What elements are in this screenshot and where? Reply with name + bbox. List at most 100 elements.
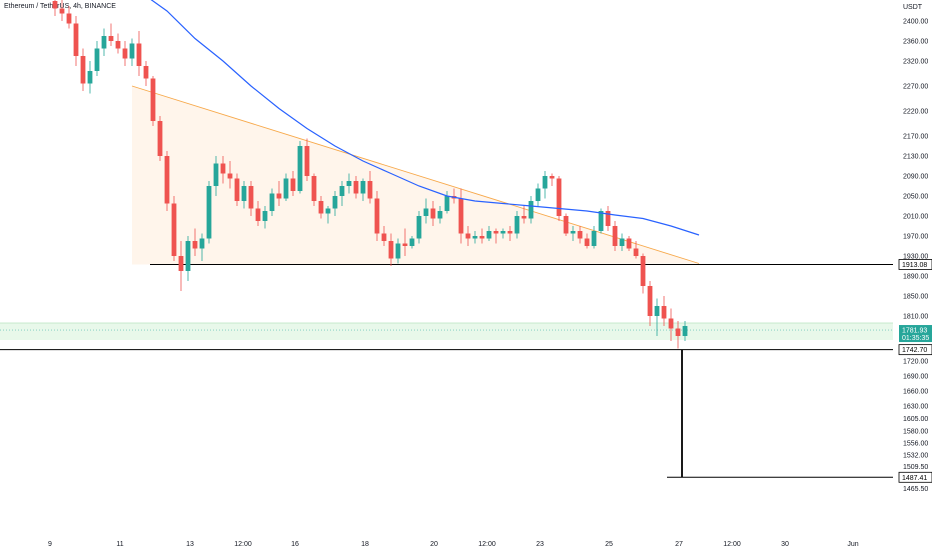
candle-body bbox=[129, 43, 135, 59]
candle-body bbox=[87, 71, 93, 84]
candle-body bbox=[80, 56, 86, 84]
y-tick-label: 2360.00 bbox=[903, 39, 928, 46]
y-tick-label: 1509.50 bbox=[903, 464, 928, 471]
candle-body bbox=[185, 241, 191, 271]
candle-body bbox=[73, 23, 79, 56]
candle-body bbox=[220, 163, 226, 174]
measured-move-layer bbox=[667, 349, 893, 478]
time-axis: 9 11 13 12:00 16 18 20 12:00 23 25 27 12:00 30 Jun bbox=[48, 541, 859, 548]
current-price-tag: 1781.93 bbox=[902, 328, 927, 335]
candle-body bbox=[283, 178, 289, 199]
support-price-tag: 1913.08 bbox=[902, 262, 927, 269]
candle-body bbox=[178, 256, 184, 271]
candle-body bbox=[157, 121, 163, 156]
candle-body bbox=[311, 176, 317, 201]
x-tick-label: 12:00 bbox=[234, 541, 252, 548]
candle-body bbox=[619, 238, 625, 246]
candle-body bbox=[395, 243, 401, 259]
y-tick-label: 1605.00 bbox=[903, 416, 928, 423]
y-tick-label: 1720.00 bbox=[903, 359, 928, 366]
candle-body bbox=[234, 178, 240, 201]
candle-body bbox=[500, 231, 506, 234]
candle-body bbox=[276, 193, 282, 199]
x-tick-label: 27 bbox=[675, 541, 683, 548]
candle-body bbox=[339, 186, 345, 196]
candle-body bbox=[472, 236, 478, 239]
candle-body bbox=[479, 236, 485, 239]
candle-body bbox=[444, 196, 450, 211]
y-tick-label: 2130.00 bbox=[903, 154, 928, 161]
candle-body bbox=[584, 238, 590, 246]
candle-body bbox=[542, 176, 548, 189]
candle-body bbox=[521, 216, 527, 219]
candle-body bbox=[388, 241, 394, 259]
x-tick-label: 20 bbox=[430, 541, 438, 548]
candle-body bbox=[297, 146, 303, 191]
x-tick-label: 13 bbox=[186, 541, 194, 548]
target-zone bbox=[0, 323, 893, 340]
candle-body bbox=[612, 226, 618, 246]
x-tick-label: 9 bbox=[48, 541, 52, 548]
y-tick-label: 2320.00 bbox=[903, 59, 928, 66]
candle-body bbox=[122, 48, 128, 59]
y-tick-label: 2050.00 bbox=[903, 194, 928, 201]
y-tick-label: 1532.00 bbox=[903, 453, 928, 460]
candle-body bbox=[437, 211, 443, 219]
x-tick-label: 12:00 bbox=[723, 541, 741, 548]
candle-body bbox=[66, 13, 72, 24]
candle-body bbox=[668, 318, 674, 329]
candle-body bbox=[381, 233, 387, 241]
candle-body bbox=[549, 176, 555, 179]
candle-body bbox=[528, 201, 534, 219]
candle-body bbox=[290, 178, 296, 191]
y-tick-label: 1660.00 bbox=[903, 389, 928, 396]
candle-body bbox=[101, 36, 107, 49]
candle-body bbox=[353, 181, 359, 194]
triangle-pattern-layer bbox=[131, 85, 700, 265]
currency-label: USDT bbox=[903, 4, 923, 11]
candle-body bbox=[458, 198, 464, 234]
y-tick-label: 2090.00 bbox=[903, 174, 928, 181]
candle-body bbox=[633, 248, 639, 256]
candle-body bbox=[465, 233, 471, 239]
candle-body bbox=[556, 178, 562, 216]
candle-body bbox=[563, 216, 569, 234]
candle-body bbox=[675, 328, 681, 336]
candle-body bbox=[199, 238, 205, 249]
candle-body bbox=[346, 181, 352, 186]
y-tick-label: 2010.00 bbox=[903, 214, 928, 221]
candle-body bbox=[318, 201, 324, 214]
price-axis: USDT 2400.00 2360.00 2320.00 2270.00 2220.00 2… bbox=[903, 4, 928, 493]
candle-body bbox=[409, 238, 415, 246]
candle-body bbox=[367, 181, 373, 199]
breakdown-price-tag: 1742.70 bbox=[902, 347, 927, 354]
candle-body bbox=[654, 306, 660, 316]
candle-body bbox=[486, 231, 492, 239]
candle-body bbox=[269, 193, 275, 211]
candle-body bbox=[136, 43, 142, 66]
y-tick-label: 1465.50 bbox=[903, 486, 928, 493]
candle-body bbox=[304, 146, 310, 176]
candle-body bbox=[262, 211, 268, 221]
x-tick-label: 25 bbox=[605, 541, 613, 548]
countdown-tag: 01:35:35 bbox=[902, 335, 929, 342]
y-tick-label: 1810.00 bbox=[903, 314, 928, 321]
moving-average-layer bbox=[150, 0, 700, 236]
chart-title: Ethereum / TetherUS, 4h, BINANCE bbox=[4, 3, 116, 10]
candle-body bbox=[416, 216, 422, 239]
support-price-tag-bg bbox=[898, 259, 932, 270]
candle-body bbox=[150, 78, 156, 121]
y-tick-label: 1630.00 bbox=[903, 404, 928, 411]
candle-body bbox=[143, 66, 149, 79]
y-tick-label: 2170.00 bbox=[903, 134, 928, 141]
candle-body bbox=[213, 163, 219, 186]
x-tick-label: 12:00 bbox=[478, 541, 496, 548]
y-tick-label: 1970.00 bbox=[903, 234, 928, 241]
y-tick-label: 2400.00 bbox=[903, 19, 928, 26]
x-tick-label: 23 bbox=[536, 541, 544, 548]
candle-body bbox=[108, 36, 114, 41]
x-tick-label: 30 bbox=[781, 541, 789, 548]
y-tick-label: 1890.00 bbox=[903, 274, 928, 281]
